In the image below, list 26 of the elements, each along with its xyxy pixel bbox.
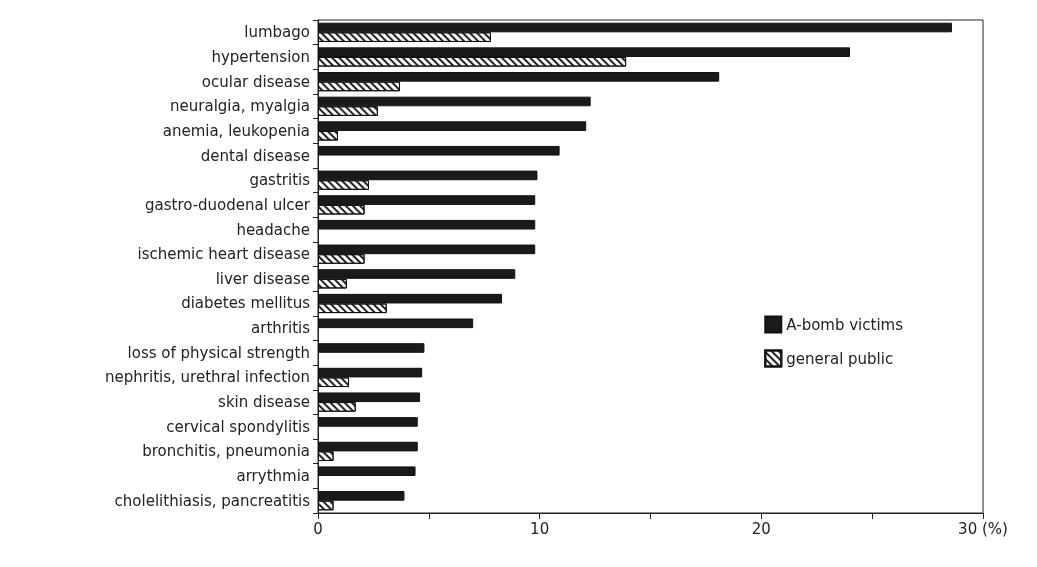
y-tick-label: hypertension <box>211 47 310 66</box>
y-tick-label: gastritis <box>249 171 311 190</box>
legend-label: general public <box>786 349 894 368</box>
y-tick-label: bronchitis, pneumonia <box>142 442 310 461</box>
y-tick-label: cholelithiasis, pancreatitis <box>114 491 311 510</box>
y-tick-label: ischemic heart disease <box>137 245 310 264</box>
y-tick-label: ocular disease <box>201 72 310 91</box>
y-tick-label: arrythmia <box>236 467 310 486</box>
y-tick-label: diabetes mellitus <box>181 294 311 313</box>
y-tick-label: arthritis <box>251 319 311 338</box>
y-tick-label: lumbago <box>244 23 310 42</box>
y-tick-label: headache <box>236 220 310 239</box>
y-tick-label: skin disease <box>218 393 310 412</box>
y-tick-label: dental disease <box>200 146 310 165</box>
y-tick-label: neuralgia, myalgia <box>170 97 310 116</box>
x-tick-label: 30 (%) <box>958 519 1008 538</box>
y-tick-label: gastro-duodenal ulcer <box>144 195 311 214</box>
y-tick-label: nephritis, urethral infection <box>105 368 310 387</box>
y-tick-label: cervical spondylitis <box>166 417 311 436</box>
y-tick-label: liver disease <box>215 269 310 288</box>
y-tick-label: anemia, leukopenia <box>162 121 310 140</box>
y-tick-label: loss of physical strength <box>127 343 310 362</box>
legend-label: A-bomb victims <box>786 315 904 334</box>
x-tick-label: 20 <box>751 519 771 538</box>
x-tick-label: 10 <box>530 519 550 538</box>
x-tick-label: 0 <box>313 519 323 538</box>
